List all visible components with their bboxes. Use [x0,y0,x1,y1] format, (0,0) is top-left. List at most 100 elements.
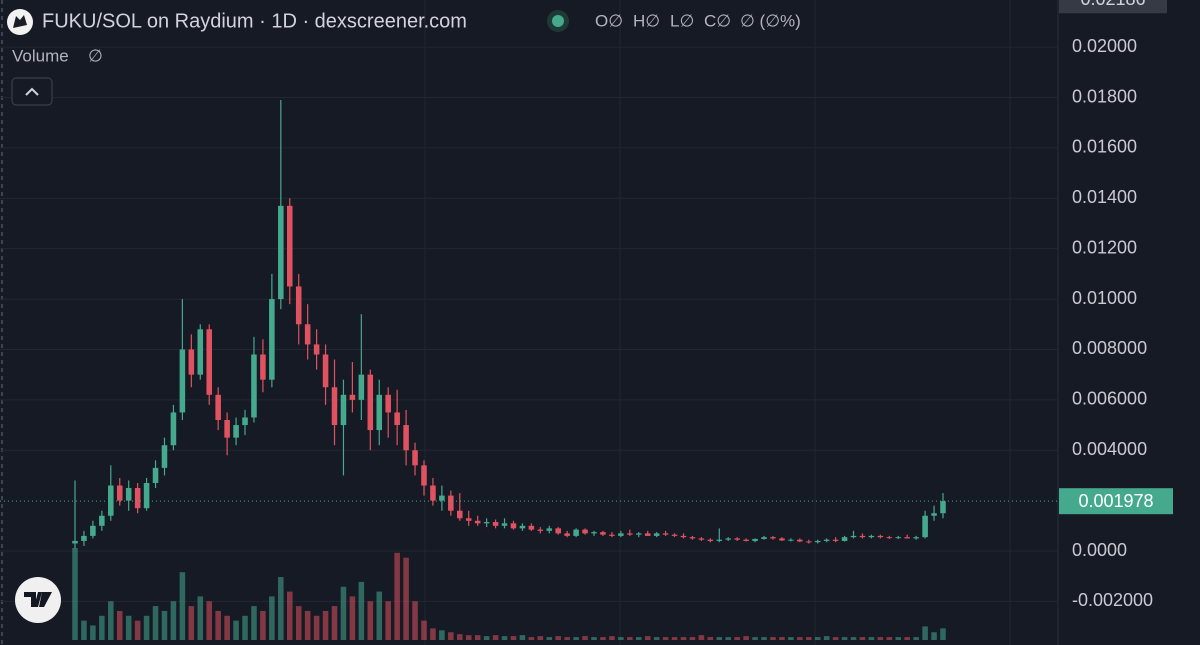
volume-bar [304,610,311,640]
volume-bar [233,620,239,640]
candle-body [206,329,213,395]
volume-bar [501,636,508,640]
candle-body [931,513,937,516]
collapse-button-frame[interactable] [11,77,53,106]
candle-body [215,394,221,421]
candle-body [832,539,839,541]
volume-bar [161,610,168,640]
candle-body [403,425,409,451]
candle-body [474,520,481,524]
candle-body [797,539,803,542]
candle-body [913,537,919,539]
y-tick-label: 0.008000 [1072,338,1147,358]
candle-body [940,501,946,514]
candle-body [537,529,544,531]
candle-body [233,425,239,438]
volume-bar [609,636,615,640]
candle-body [152,467,159,483]
volume-bar [788,637,794,640]
volume-bar [895,637,902,640]
candle-body [779,538,785,541]
volume-bar [430,628,436,640]
volume-bar [260,610,266,640]
candle-body [618,533,624,536]
candle-body [134,488,141,509]
vertical-grid [424,0,1011,645]
volume-bar [805,637,812,640]
candle-body [251,354,257,418]
tradingview-logo[interactable] [15,577,61,623]
candle-body [385,394,391,413]
candle-body [528,525,535,530]
candle-body [734,538,740,540]
ohlc-high: H∅ [633,11,660,30]
last-price-box [1059,488,1173,515]
candle-body [635,533,642,535]
volume-bar [537,636,544,640]
volume-bar [779,637,785,640]
candle-body [260,354,266,380]
volume-bar [269,596,275,640]
volume-bar [913,637,919,640]
y-tick-label: 0.01200 [1072,237,1137,257]
volume-bar [286,591,293,640]
volume-bar [797,637,803,640]
chevron-up[interactable] [25,87,39,96]
volume-bar [349,596,356,640]
candle-body [841,537,848,541]
volume-bar [940,628,946,640]
candle-body [304,324,311,345]
volume-bar [403,557,409,640]
y-tick-label: 0.02000 [1072,36,1137,56]
volume-bar [734,637,740,640]
candle-body [394,412,400,426]
volume-bar [904,637,910,640]
candle-body [90,525,96,536]
candle-body [170,412,177,446]
volume-bar [573,637,579,640]
collapse-button[interactable] [11,77,53,106]
volume-bar [448,632,454,640]
volume-bar [197,596,204,640]
candle-body [161,445,168,468]
axis-layer: 0.02000 0.01800 0.01600 0.01400 0.01200 0.010… [0,0,1173,610]
y-tick-label: 0.01000 [1072,288,1137,308]
volume-bar [752,637,758,640]
volume-bar [188,606,195,640]
candle-body [671,534,678,536]
volume-bar [600,637,606,640]
candle-body [421,465,427,486]
candle-body [680,535,687,538]
volume-bar [179,572,186,640]
candle-body [922,515,928,538]
logo-mark[interactable] [39,592,52,607]
volume-bar [251,606,257,640]
candle-body [770,537,776,539]
y-tick-label: 0.01400 [1072,187,1137,207]
volume-bar [662,637,669,640]
candle-body [698,538,705,540]
candle-body [430,485,436,501]
volume-bar [725,637,732,640]
candle-body [331,387,338,426]
volume-bar [90,625,96,640]
volume-bar [108,601,114,640]
candle-body [108,485,114,516]
volume-bar [134,620,141,640]
volume-bar [716,637,723,640]
volume-bar [143,615,150,640]
candle-body [591,532,597,534]
grid-layer [0,46,1058,602]
volume-bar [841,637,848,640]
volume-bar [465,635,472,640]
volume-bar [635,637,642,640]
logo-mark[interactable] [24,592,42,607]
candle-body [510,523,517,529]
volume-bar [474,635,481,640]
status-dot [552,15,564,27]
volume-label: Volume [12,46,69,65]
volume-bar [376,591,383,640]
candle-body [662,533,669,535]
candle-body [358,374,365,400]
candle-body [492,522,499,526]
